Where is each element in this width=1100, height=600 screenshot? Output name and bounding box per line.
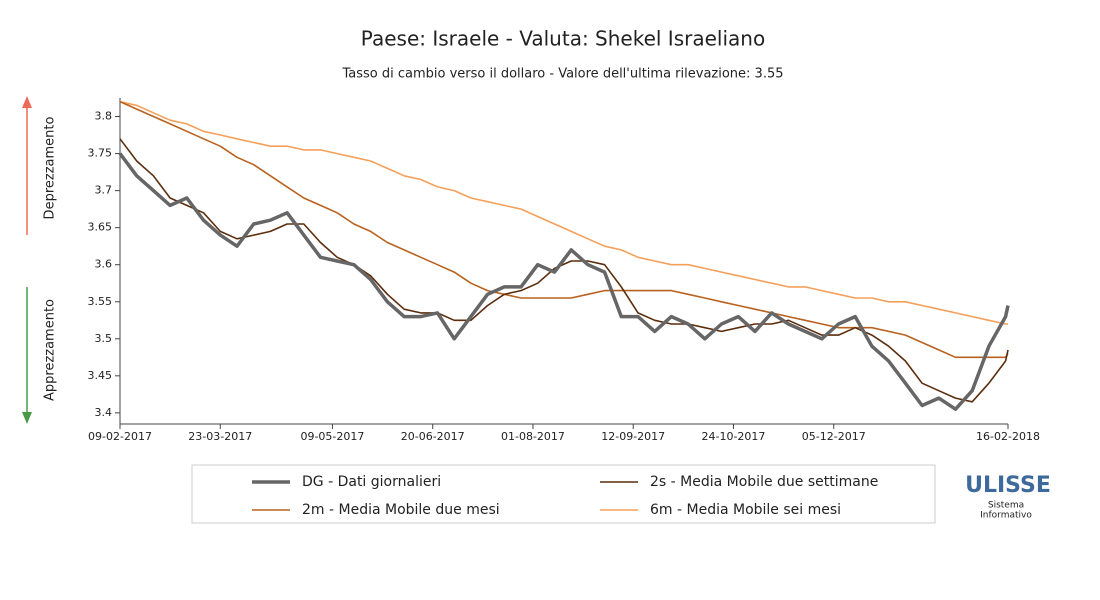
side-label-up: Deprezzamento xyxy=(43,117,58,220)
x-tick-label: 01-08-2017 xyxy=(501,430,565,443)
side-label-down: Apprezzamento xyxy=(43,299,58,401)
down-arrow-head xyxy=(22,412,32,424)
legend-label: 2m - Media Mobile due mesi xyxy=(302,502,500,518)
y-tick-label: 3.7 xyxy=(95,184,113,197)
y-tick-label: 3.6 xyxy=(95,258,113,271)
legend-label: DG - Dati giornalieri xyxy=(302,474,441,490)
y-tick-label: 3.5 xyxy=(95,332,113,345)
x-tick-label: 24-10-2017 xyxy=(702,430,766,443)
y-tick-label: 3.4 xyxy=(95,406,113,419)
chart-subtitle: Tasso di cambio verso il dollaro - Valor… xyxy=(341,67,783,82)
y-tick-label: 3.75 xyxy=(88,147,113,160)
x-tick-label: 12-09-2017 xyxy=(601,430,665,443)
logo: ULISSE xyxy=(965,473,1051,498)
logo-line: Informativo xyxy=(980,511,1032,521)
y-tick-label: 3.8 xyxy=(95,110,113,123)
y-tick-label: 3.65 xyxy=(88,221,113,234)
y-tick-label: 3.55 xyxy=(88,295,113,308)
legend-label: 2s - Media Mobile due settimane xyxy=(650,474,878,490)
x-tick-label: 16-02-2018 xyxy=(976,430,1040,443)
series-line xyxy=(119,100,1008,325)
series-line xyxy=(118,152,1010,411)
x-tick-label: 09-05-2017 xyxy=(300,430,364,443)
x-tick-label: 20-06-2017 xyxy=(401,430,465,443)
legend-label: 6m - Media Mobile sei mesi xyxy=(650,502,841,518)
logo-line: Sistema xyxy=(988,501,1024,511)
up-arrow-head xyxy=(22,96,32,108)
series-line xyxy=(119,100,1009,359)
x-tick-label: 23-03-2017 xyxy=(188,430,252,443)
legend xyxy=(191,464,936,524)
series-line xyxy=(119,138,1009,403)
y-tick-label: 3.45 xyxy=(88,369,113,382)
chart-title: Paese: Israele - Valuta: Shekel Israelia… xyxy=(361,27,765,51)
x-tick-label: 05-12-2017 xyxy=(802,430,866,443)
x-tick-label: 09-02-2017 xyxy=(88,430,152,443)
